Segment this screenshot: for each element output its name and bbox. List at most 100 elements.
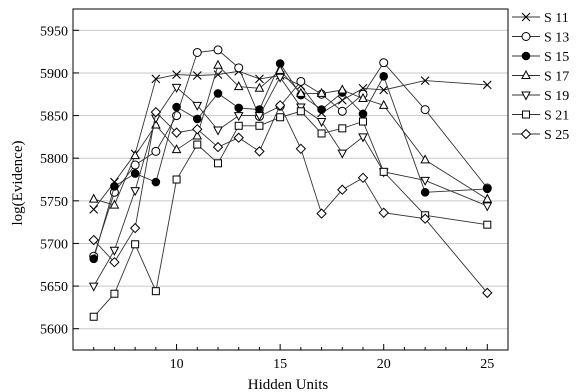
data-point bbox=[275, 73, 285, 83]
legend-label: S 19 bbox=[544, 89, 569, 104]
data-point bbox=[130, 150, 140, 160]
data-point bbox=[482, 193, 493, 203]
data-point bbox=[109, 199, 120, 209]
data-point bbox=[213, 45, 223, 55]
data-point bbox=[316, 118, 327, 128]
data-point bbox=[151, 74, 161, 84]
y-tick-label: 5950 bbox=[40, 24, 68, 39]
series-s13 bbox=[89, 45, 492, 261]
data-point bbox=[482, 80, 492, 90]
data-point bbox=[482, 287, 493, 299]
data-point bbox=[254, 112, 265, 122]
data-point bbox=[337, 95, 347, 105]
data-point bbox=[276, 113, 285, 122]
data-point bbox=[89, 312, 98, 321]
y-tick-label: 5800 bbox=[40, 152, 68, 167]
data-point bbox=[358, 133, 368, 143]
data-point bbox=[358, 92, 368, 103]
data-point bbox=[379, 58, 389, 68]
data-point bbox=[109, 246, 120, 256]
series-s15 bbox=[89, 59, 492, 264]
data-point bbox=[358, 109, 368, 119]
data-point bbox=[193, 140, 202, 149]
data-point bbox=[171, 83, 182, 93]
data-point bbox=[171, 144, 182, 154]
series-s17 bbox=[88, 59, 493, 209]
data-point bbox=[214, 159, 222, 168]
data-point bbox=[110, 182, 119, 191]
data-point bbox=[233, 81, 244, 91]
x-tick-label: 25 bbox=[480, 357, 494, 372]
legend-label: S 21 bbox=[544, 109, 569, 124]
data-point bbox=[234, 63, 244, 73]
y-tick-label: 5600 bbox=[40, 323, 68, 338]
data-point bbox=[317, 105, 326, 114]
data-point bbox=[234, 103, 244, 113]
data-point bbox=[130, 169, 140, 178]
data-point bbox=[255, 74, 264, 84]
data-point bbox=[296, 76, 306, 86]
data-point bbox=[420, 105, 430, 115]
legend-label: S 13 bbox=[544, 31, 569, 46]
y-tick-label: 5700 bbox=[40, 237, 68, 252]
y-tick-label: 5650 bbox=[40, 280, 68, 295]
legend-item: S 25 bbox=[512, 128, 569, 143]
data-point bbox=[337, 184, 348, 195]
series-group bbox=[88, 45, 493, 321]
data-point bbox=[254, 82, 265, 92]
data-point bbox=[192, 114, 202, 124]
data-point bbox=[275, 64, 285, 74]
series-s25 bbox=[88, 100, 493, 299]
data-point bbox=[89, 254, 99, 264]
data-point bbox=[151, 177, 161, 187]
data-point bbox=[419, 213, 431, 224]
legend-marker bbox=[521, 69, 531, 79]
legend: S 11 S 13 S 15 S 17 S 19 S 21 S 25 bbox=[512, 11, 569, 143]
data-point bbox=[316, 208, 327, 219]
data-point bbox=[378, 99, 389, 109]
data-point bbox=[379, 85, 389, 95]
legend-marker bbox=[521, 32, 531, 41]
data-point bbox=[317, 129, 326, 138]
legend-item: S 15 bbox=[512, 50, 569, 65]
legend-label: S 11 bbox=[544, 11, 569, 26]
data-point bbox=[420, 154, 430, 164]
data-point bbox=[213, 70, 223, 80]
legend-item: S 21 bbox=[512, 109, 569, 124]
data-point bbox=[379, 167, 388, 176]
data-point bbox=[337, 149, 348, 159]
data-point bbox=[192, 130, 203, 140]
data-point bbox=[129, 222, 141, 234]
y-tick-label: 5900 bbox=[40, 67, 68, 82]
data-point bbox=[172, 102, 181, 112]
y-tick-label: 5750 bbox=[40, 195, 68, 210]
y-axis-label: log(Evidence) bbox=[10, 141, 26, 226]
data-point bbox=[150, 106, 162, 118]
data-point bbox=[88, 193, 99, 203]
x-tick-label: 10 bbox=[170, 357, 184, 372]
data-point bbox=[172, 175, 181, 184]
data-point bbox=[213, 59, 223, 69]
legend-label: S 15 bbox=[544, 50, 569, 65]
data-point bbox=[482, 184, 492, 194]
legend-marker bbox=[521, 12, 531, 22]
data-point bbox=[296, 87, 306, 97]
data-point bbox=[192, 47, 202, 57]
data-point bbox=[255, 121, 264, 130]
data-point bbox=[192, 71, 202, 80]
data-point bbox=[420, 176, 430, 186]
legend-item: S 11 bbox=[512, 11, 569, 26]
data-point bbox=[296, 107, 305, 116]
x-tick-label: 20 bbox=[377, 357, 391, 372]
legend-marker bbox=[521, 51, 531, 61]
legend-label: S 25 bbox=[544, 128, 569, 143]
x-axis-label: Hidden Units bbox=[248, 377, 329, 392]
legend-marker bbox=[520, 128, 532, 140]
y-tick-label: 5850 bbox=[40, 110, 68, 125]
series-line bbox=[93, 104, 488, 294]
data-point bbox=[233, 132, 244, 143]
data-point bbox=[110, 289, 119, 298]
legend-label: S 17 bbox=[544, 70, 569, 85]
data-point bbox=[89, 204, 99, 214]
